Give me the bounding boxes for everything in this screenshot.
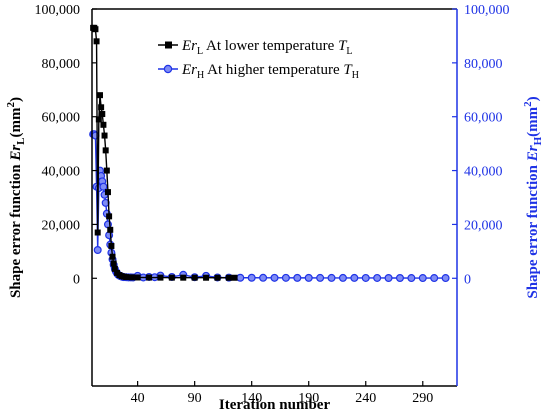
- legend: ErL At lower temperature TL ErH At higher…: [158, 38, 359, 81]
- data-point-ErL: [100, 121, 107, 128]
- data-point-ErH: [99, 182, 108, 191]
- right-y-tick-label: 40,000: [464, 165, 503, 180]
- legend-label: ErL At lower temperature TL: [181, 38, 353, 57]
- right-y-tick-label: 0: [464, 272, 471, 287]
- data-point-ErL: [128, 274, 135, 281]
- axis-labels: 0 0 20,000 20,000 40,000 40,000 60,000 60,000 80…: [5, 3, 544, 413]
- right-y-axis-title: Shape error function ErH(mm2): [522, 96, 544, 298]
- x-tick-label: 190: [298, 391, 319, 406]
- data-point-ErH: [93, 246, 102, 255]
- data-point-ErL: [103, 167, 110, 174]
- data-point-ErL: [203, 274, 210, 281]
- data-point-ErL: [231, 274, 238, 281]
- data-point-ErH: [304, 273, 313, 282]
- data-point-ErH: [281, 273, 290, 282]
- data-point-ErL: [225, 274, 232, 281]
- x-tick-label: 90: [188, 391, 202, 406]
- data-point-ErL: [109, 253, 116, 260]
- data-point-ErH: [441, 274, 450, 283]
- data-point-ErL: [123, 274, 130, 281]
- series-line-ErH: [93, 133, 446, 279]
- data-point-ErL: [134, 274, 141, 281]
- data-point-ErL: [107, 226, 114, 233]
- data-point-ErH: [236, 273, 245, 282]
- legend-item-ErL: ErL At lower temperature TL: [158, 38, 353, 57]
- x-tick-label: 140: [241, 391, 262, 406]
- axes: [91, 8, 458, 387]
- data-point-ErH: [259, 273, 268, 282]
- data-point-ErH: [327, 273, 336, 282]
- series-layer: [89, 24, 450, 283]
- data-point-ErL: [102, 147, 109, 154]
- data-point-ErH: [407, 274, 416, 283]
- data-point-ErL: [168, 274, 175, 281]
- data-point-ErL: [157, 274, 164, 281]
- data-point-ErH: [316, 273, 325, 282]
- data-point-ErH: [350, 273, 359, 282]
- data-point-ErH: [270, 273, 279, 282]
- left-y-axis-title: Shape error function ErL(mm2): [5, 97, 27, 298]
- data-point-ErH: [373, 273, 382, 282]
- data-point-ErL: [111, 265, 118, 272]
- data-point-ErL: [92, 26, 99, 33]
- right-y-tick-label: 20,000: [464, 218, 503, 233]
- legend-item-ErH: ErH At higher temperature TH: [158, 62, 359, 81]
- legend-marker: [163, 64, 173, 74]
- x-tick-label: 240: [355, 391, 376, 406]
- right-y-tick-label: 60,000: [464, 111, 503, 126]
- data-point-ErH: [395, 273, 404, 282]
- left-y-tick-label: 100,000: [35, 3, 81, 18]
- data-point-ErL: [106, 213, 113, 220]
- left-y-tick-label: 60,000: [42, 111, 81, 126]
- data-point-ErH: [418, 274, 427, 283]
- data-point-ErH: [384, 273, 393, 282]
- series-ErL: [90, 24, 238, 281]
- data-point-ErL: [146, 274, 153, 281]
- series-ErH: [89, 130, 450, 283]
- data-point-ErL: [94, 229, 101, 236]
- data-point-ErL: [95, 116, 102, 123]
- x-axis-title: Iteration number: [219, 397, 331, 413]
- data-point-ErL: [191, 274, 198, 281]
- right-y-tick-label: 100,000: [464, 3, 510, 18]
- data-point-ErH: [430, 274, 439, 283]
- data-point-ErL: [98, 104, 105, 111]
- left-y-tick-label: 40,000: [42, 165, 81, 180]
- legend-marker: [165, 41, 172, 49]
- data-point-ErL: [96, 92, 103, 99]
- left-y-tick-label: 0: [73, 272, 80, 287]
- data-point-ErL: [104, 189, 111, 196]
- data-point-ErL: [101, 132, 108, 139]
- data-point-ErL: [110, 260, 117, 267]
- x-tick-label: 40: [131, 391, 145, 406]
- left-y-tick-label: 80,000: [42, 57, 81, 72]
- data-point-ErL: [108, 242, 115, 249]
- legend-label: ErH At higher temperature TH: [181, 62, 359, 81]
- left-y-tick-label: 20,000: [42, 218, 81, 233]
- data-point-ErH: [247, 273, 256, 282]
- data-point-ErL: [180, 274, 187, 281]
- data-point-ErH: [338, 273, 347, 282]
- data-point-ErH: [361, 273, 370, 282]
- data-point-ErL: [214, 274, 221, 281]
- data-point-ErL: [93, 38, 100, 45]
- right-y-tick-label: 80,000: [464, 57, 503, 72]
- x-tick-label: 290: [412, 391, 433, 406]
- data-point-ErL: [99, 111, 106, 118]
- data-point-ErH: [293, 273, 302, 282]
